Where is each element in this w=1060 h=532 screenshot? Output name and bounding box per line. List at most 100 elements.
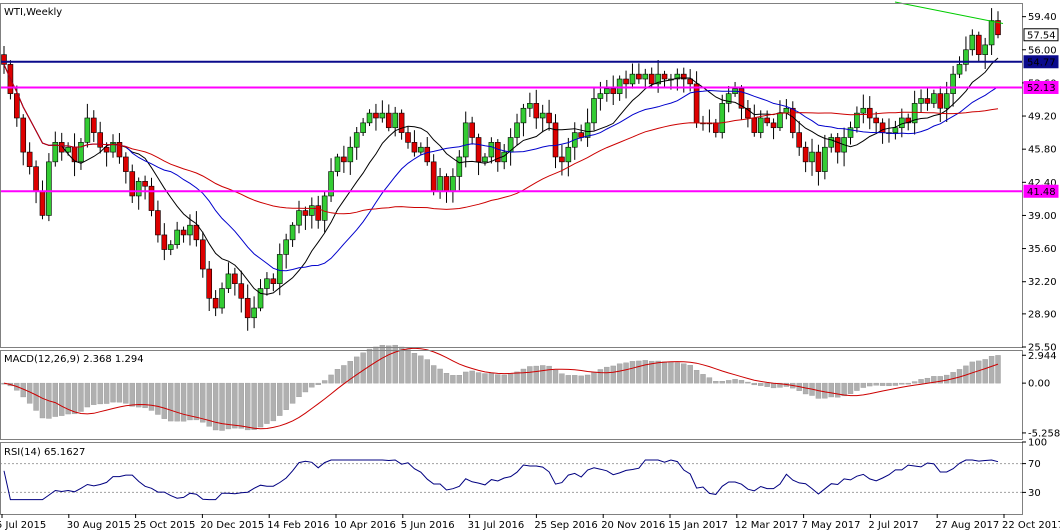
- bull-candle: [725, 93, 732, 104]
- price-badge-label: 41.48: [1027, 187, 1056, 198]
- macd-bar: [693, 370, 700, 384]
- x-tick-label: 7 May 2017: [802, 520, 861, 531]
- bear-candle: [680, 73, 687, 80]
- bull-candle: [328, 171, 334, 197]
- bull-candle: [809, 151, 815, 163]
- macd-bar: [610, 365, 616, 384]
- macd-bar: [39, 382, 46, 419]
- bear-candle: [494, 142, 501, 163]
- bear-candle: [789, 107, 796, 133]
- macd-bar: [559, 373, 565, 384]
- bear-candle: [533, 103, 540, 119]
- macd-bar: [546, 365, 552, 384]
- macd-bar: [552, 369, 559, 384]
- rsi-panel: [0, 459, 1022, 501]
- macd-bar: [97, 382, 103, 405]
- bull-candle: [353, 132, 360, 148]
- price-tick-label: 59.40: [1028, 12, 1057, 23]
- bear-candle: [116, 142, 123, 158]
- macd-bar: [623, 362, 629, 384]
- macd-bar: [289, 382, 296, 404]
- bear-candle: [764, 117, 770, 124]
- bull-candle: [828, 137, 835, 148]
- macd-tick-label: -5.258: [1028, 428, 1060, 439]
- macd-bar: [65, 382, 71, 415]
- x-tick-label: 30 Aug 2015: [67, 520, 131, 531]
- bull-candle: [604, 88, 610, 94]
- bull-candle: [482, 156, 488, 163]
- macd-bar: [533, 365, 539, 384]
- macd-bar: [725, 380, 732, 384]
- bull-candle: [860, 107, 867, 114]
- macd-bar: [411, 353, 418, 384]
- price-tick-label: 39.00: [1028, 211, 1057, 222]
- bear-candle: [866, 107, 873, 119]
- macd-bar: [687, 365, 693, 384]
- macd-bar: [328, 374, 334, 384]
- bear-candle: [1, 54, 7, 65]
- price-frame: [0, 3, 1023, 348]
- chart-title: WTI,Weekly: [4, 7, 62, 18]
- bear-candle: [770, 122, 777, 129]
- price-panel: [0, 1, 1022, 331]
- macd-bar: [681, 363, 687, 384]
- bull-candle: [135, 181, 142, 197]
- macd-bar: [174, 382, 180, 422]
- x-tick-label: 20 Dec 2015: [200, 520, 264, 531]
- bear-candle: [546, 112, 552, 124]
- bull-candle: [65, 146, 71, 153]
- macd-bar: [360, 352, 366, 384]
- bull-candle: [110, 142, 116, 153]
- macd-bar: [700, 374, 706, 384]
- macd-bar: [591, 371, 597, 384]
- bull-candle: [956, 64, 963, 75]
- bear-candle: [302, 210, 309, 216]
- bull-candle: [321, 195, 328, 221]
- bull-candle: [167, 244, 174, 250]
- bear-candle: [411, 142, 418, 153]
- bear-candle: [206, 268, 213, 299]
- macd-bar: [539, 365, 546, 384]
- bull-candle: [264, 278, 270, 289]
- bear-candle: [398, 112, 405, 133]
- bear-candle: [97, 132, 103, 148]
- bull-candle: [462, 122, 469, 158]
- macd-bar: [931, 376, 937, 384]
- macd-bar: [354, 356, 360, 384]
- bear-candle: [687, 78, 693, 85]
- macd-bar: [405, 349, 411, 384]
- bear-candle: [610, 88, 617, 94]
- macd-bar: [180, 382, 187, 422]
- x-tick-label: 5 Jul 2015: [0, 520, 46, 531]
- bull-candle: [334, 156, 341, 172]
- macd-bar: [924, 377, 931, 384]
- macd-bar: [206, 382, 212, 427]
- bear-candle: [834, 137, 841, 153]
- bull-candle: [78, 142, 84, 163]
- macd-bar: [244, 382, 251, 431]
- bull-candle: [597, 93, 604, 99]
- bear-candle: [443, 176, 450, 192]
- bull-candle: [988, 20, 995, 46]
- macd-bar: [565, 375, 572, 384]
- macd-bar: [116, 382, 123, 403]
- macd-bar: [719, 381, 725, 384]
- bear-candle: [745, 107, 751, 119]
- bear-candle: [713, 122, 719, 133]
- axes: 59.4056.0052.6049.2045.8042.4039.0035.60…: [0, 3, 1060, 531]
- macd-bar: [860, 382, 867, 388]
- macd-bar: [193, 382, 200, 421]
- macd-bar: [379, 345, 386, 384]
- bull-candle: [488, 142, 495, 158]
- bull-candle: [309, 205, 315, 216]
- x-tick-label: 14 Feb 2016: [267, 520, 329, 531]
- macd-bar: [334, 369, 341, 384]
- price-badge-label: 54.77: [1027, 57, 1056, 68]
- bear-candle: [924, 98, 931, 104]
- macd-bar: [892, 382, 899, 386]
- macd-bar: [854, 382, 860, 391]
- price-badge: [1023, 28, 1059, 42]
- bear-candle: [693, 83, 700, 124]
- macd-bar: [501, 374, 507, 384]
- ma-medium-line: [3, 64, 999, 272]
